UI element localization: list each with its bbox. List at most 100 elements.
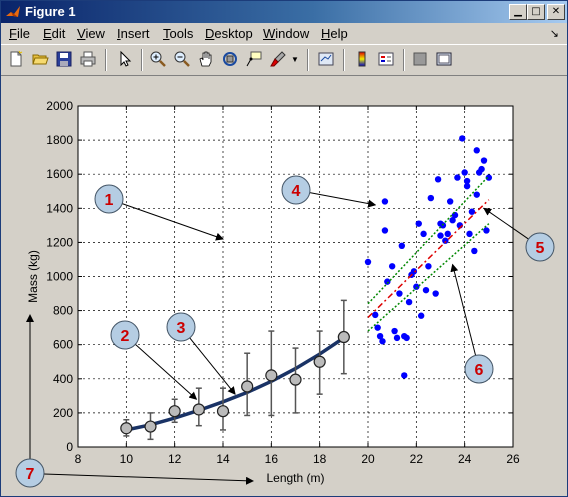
mean-marker [241, 380, 254, 393]
edit-plot-arrow-icon[interactable] [115, 50, 133, 68]
save-icon[interactable] [55, 50, 73, 68]
y-tick-label: 800 [53, 304, 73, 318]
brush-dropdown-arrow-icon[interactable]: ▼ [291, 55, 299, 64]
scatter-point [480, 157, 488, 164]
scatter-point [384, 278, 391, 285]
menu-file[interactable]: File [9, 26, 30, 41]
y-tick-label: 0 [66, 440, 73, 454]
scatter-point [388, 263, 396, 270]
close-button[interactable]: ✕ [547, 4, 565, 20]
scatter-point [405, 298, 413, 306]
print-icon[interactable] [79, 50, 97, 68]
open-file-icon[interactable] [31, 50, 49, 68]
confidence-bound-upper [367, 175, 490, 305]
y-axis-label: Mass (kg) [26, 250, 40, 303]
menu-edit[interactable]: Edit [43, 26, 66, 41]
link-plot-icon[interactable] [317, 50, 335, 68]
x-tick-label: 16 [265, 452, 279, 466]
zoom-out-icon[interactable] [173, 50, 191, 68]
scatter-point [444, 230, 451, 238]
toolbar-separator [141, 49, 143, 71]
annotation-label: 6 [475, 362, 484, 379]
scatter-point [425, 263, 432, 270]
y-tick-label: 1400 [46, 201, 73, 215]
mean-marker [144, 420, 157, 433]
scatter-point [379, 338, 386, 345]
y-tick-label: 400 [53, 372, 73, 386]
annotation-arrow [135, 343, 198, 400]
scatter-point [485, 174, 493, 181]
y-tick-label: 200 [53, 406, 73, 420]
toolbar-separator [343, 49, 345, 71]
menu-window[interactable]: Window [263, 26, 310, 41]
matlab-logo-icon [6, 6, 20, 17]
mean-marker [337, 330, 350, 344]
scatter-point [446, 198, 454, 205]
brush-icon[interactable] [269, 50, 287, 68]
annotation-arrow [122, 203, 224, 241]
show-plot-tools-icon[interactable] [435, 50, 453, 68]
maximize-icon: □ [531, 6, 541, 17]
scatter-point [483, 227, 490, 234]
scatter-point [473, 191, 480, 198]
scatter-point [396, 290, 403, 297]
mean-marker [192, 403, 205, 416]
scatter-point [473, 147, 480, 154]
scatter-point [434, 176, 442, 183]
menu-view[interactable]: View [77, 26, 105, 41]
window-title: Figure 1 [25, 4, 76, 19]
scatter-point [376, 332, 384, 340]
annotation-arrow [189, 337, 236, 395]
scatter-point [410, 268, 418, 275]
rotate-3d-icon[interactable] [221, 50, 239, 68]
data-cursor-icon[interactable] [245, 50, 263, 68]
scatter-point [381, 227, 389, 234]
x-tick-label: 22 [410, 452, 424, 466]
figure-toolbar: ▼ [1, 44, 567, 76]
x-tick-label: 20 [361, 452, 375, 466]
menu-help[interactable]: Help [321, 26, 348, 41]
minimize-button[interactable]: ▁ [509, 4, 527, 20]
scatter-point [468, 208, 476, 215]
hide-plot-tools-icon[interactable] [411, 50, 429, 68]
scatter-point [422, 286, 430, 294]
colorbar-icon[interactable] [353, 50, 371, 68]
scatter-point [466, 230, 473, 238]
menu-desktop[interactable]: Desktop [205, 26, 253, 41]
zoom-in-icon[interactable] [149, 50, 167, 68]
scatter-point [374, 324, 381, 331]
legend-icon[interactable] [377, 50, 395, 68]
x-tick-label: 8 [75, 452, 82, 466]
title-bar: Figure 1 ▁ □ ✕ [1, 1, 567, 23]
maximize-button[interactable]: □ [527, 4, 545, 20]
annotation-callout [464, 354, 494, 384]
annotation-callout [15, 458, 45, 488]
annotation-label: 7 [26, 466, 35, 483]
scatter-point [420, 230, 427, 238]
pan-hand-icon[interactable] [197, 50, 215, 68]
mean-marker [168, 405, 181, 418]
annotation-label: 2 [121, 328, 130, 345]
mean-marker [216, 405, 230, 418]
scatter-point [413, 283, 420, 290]
toolbar-separator [105, 49, 107, 71]
scatter-point [463, 182, 471, 190]
confidence-bound-lower [367, 223, 490, 332]
scatter-point [391, 327, 398, 335]
scatter-point [427, 194, 435, 202]
menu-insert[interactable]: Insert [117, 26, 150, 41]
annotation-label: 5 [536, 240, 545, 257]
y-tick-label: 1800 [46, 133, 73, 147]
scatter-point [478, 165, 485, 173]
annotation-label: 3 [177, 320, 186, 337]
menu-tools[interactable]: Tools [163, 26, 194, 41]
menu-bar: File Edit View Insert Tools Desktop Wind… [1, 23, 567, 43]
mean-marker [289, 373, 302, 386]
dock-arrow-icon[interactable]: ↘ [549, 28, 559, 40]
x-tick-label: 14 [216, 452, 230, 466]
y-tick-label: 1000 [46, 270, 73, 284]
annotation-callout [525, 232, 555, 262]
y-tick-label: 1600 [46, 167, 73, 181]
annotation-callout [110, 320, 140, 350]
new-figure-icon[interactable] [7, 50, 25, 68]
